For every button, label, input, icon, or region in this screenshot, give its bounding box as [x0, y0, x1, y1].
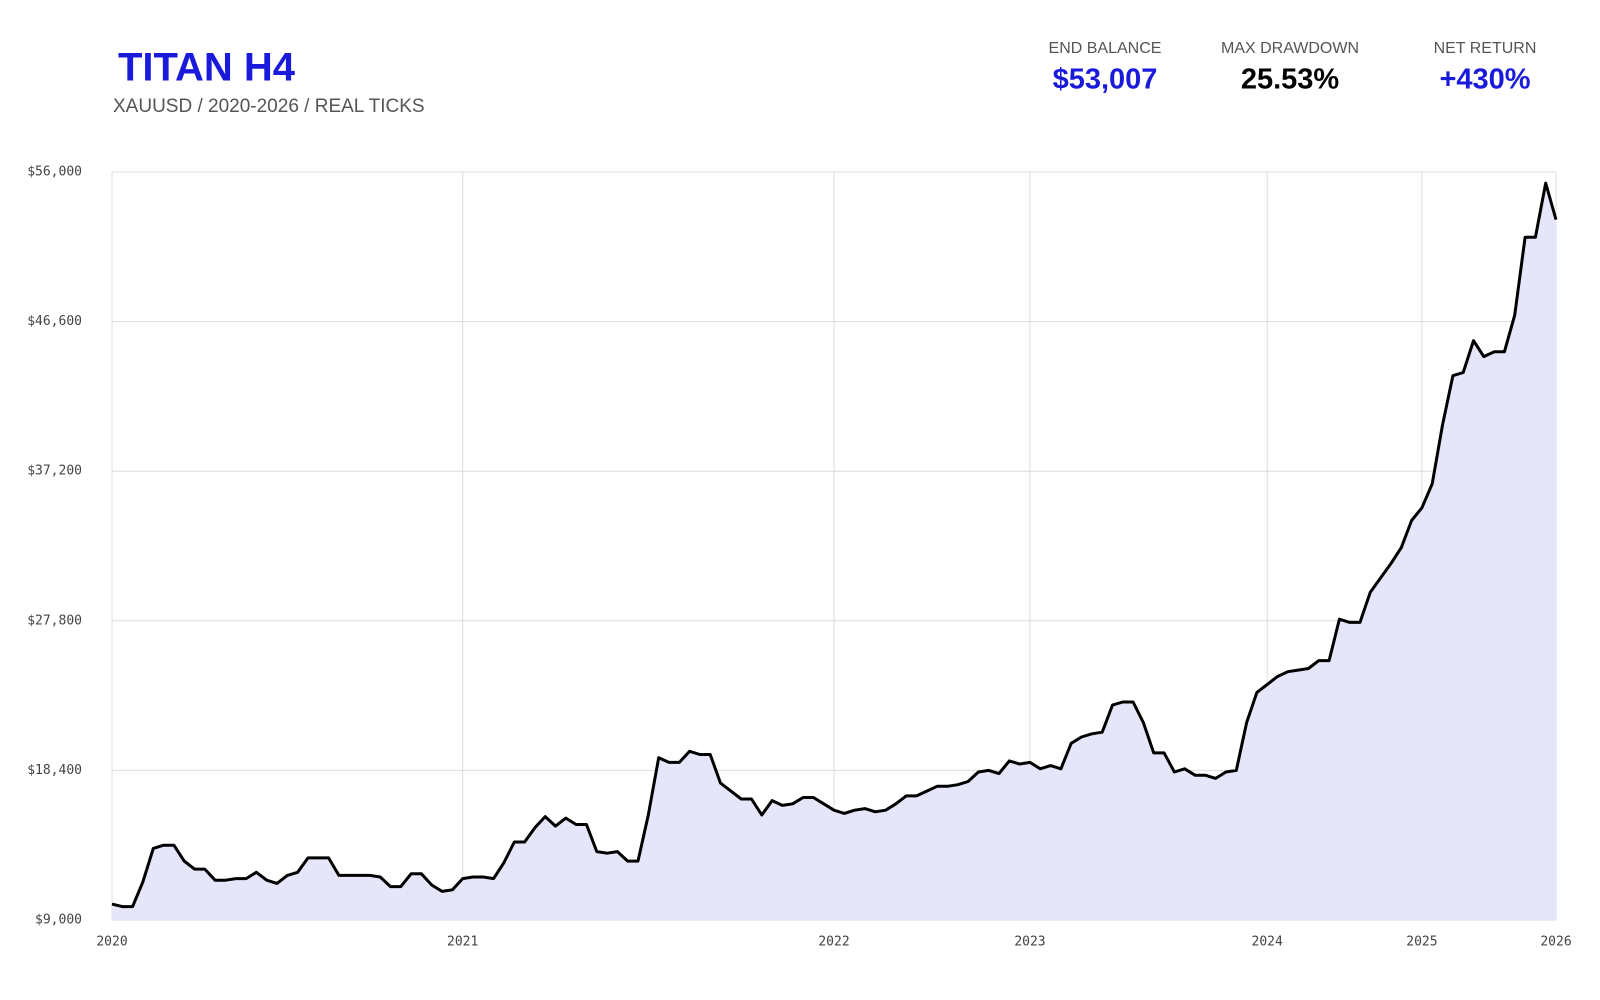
- chart-subtitle: XAUUSD / 2020-2026 / REAL TICKS: [113, 96, 425, 117]
- y-tick-label: $18,400: [27, 763, 82, 778]
- y-tick-label: $56,000: [27, 165, 82, 180]
- y-tick-label: $9,000: [35, 913, 82, 928]
- x-tick-label: 2025: [1406, 935, 1437, 950]
- stat-value: 25.53%: [1241, 64, 1340, 96]
- y-tick-label: $37,200: [27, 464, 82, 479]
- x-tick-label: 2026: [1540, 935, 1571, 950]
- stat-value: +430%: [1439, 64, 1530, 96]
- x-tick-label: 2021: [447, 935, 478, 950]
- chart-title: TITAN H4: [118, 46, 296, 90]
- stat-label: END BALANCE: [1049, 40, 1162, 57]
- x-tick-label: 2022: [818, 935, 849, 950]
- area-fill: [112, 183, 1556, 921]
- y-tick-label: $27,800: [27, 613, 82, 628]
- x-tick-label: 2023: [1014, 935, 1045, 950]
- x-tick-label: 2020: [96, 935, 127, 950]
- balance-line: [111, 181, 1558, 909]
- stat-label: NET RETURN: [1434, 40, 1537, 57]
- stat-value: $53,007: [1053, 64, 1158, 96]
- x-tick-label: 2024: [1252, 935, 1283, 950]
- stat-label: MAX DRAWDOWN: [1221, 40, 1359, 57]
- y-tick-label: $46,600: [27, 314, 82, 329]
